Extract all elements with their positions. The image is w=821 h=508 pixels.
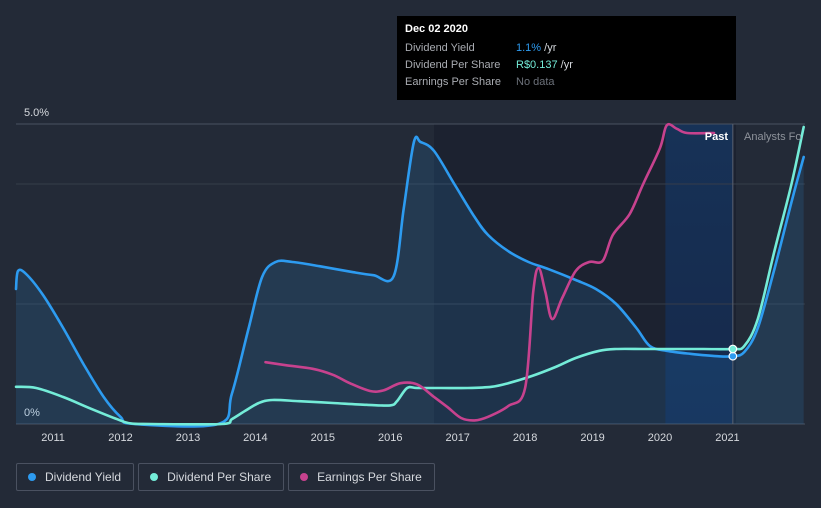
tooltip-row-dividend-yield: Dividend Yield 1.1% /yr — [405, 39, 728, 56]
tooltip-row-earnings-per-share: Earnings Per Share No data — [405, 73, 728, 90]
legend-dividend-yield[interactable]: Dividend Yield — [16, 463, 135, 491]
tooltip-number: R$0.137 — [516, 58, 558, 71]
tooltip-unit: /yr — [557, 58, 573, 71]
x-tick-label: 2011 — [41, 432, 65, 444]
tooltip-row-dividend-per-share: Dividend Per Share R$0.137 /yr — [405, 56, 728, 73]
forecast-label: Analysts Fo — [744, 131, 801, 143]
dividend-yield-marker[interactable] — [728, 351, 738, 361]
x-tick-label: 2019 — [580, 432, 604, 444]
x-tick-label: 2021 — [715, 432, 739, 444]
tooltip-label: Dividend Per Share — [405, 58, 501, 71]
legend: Dividend Yield Dividend Per Share Earnin… — [16, 463, 435, 491]
x-tick-label: 2012 — [108, 432, 132, 444]
legend-dot-icon — [28, 473, 36, 481]
dividend-per-share-marker[interactable] — [728, 344, 738, 354]
dividend-chart: 5.0% 0% Past Analysts Fo 2011 2012 2013 201… — [14, 107, 805, 444]
legend-dividend-per-share[interactable]: Dividend Per Share — [138, 463, 285, 491]
x-tick-label: 2017 — [445, 432, 469, 444]
legend-label: Dividend Per Share — [167, 470, 272, 484]
y-axis-bottom-label: 0% — [24, 407, 40, 419]
dividend-yield-area — [16, 136, 804, 427]
legend-dot-icon — [150, 473, 159, 481]
dividend-yield-line — [14, 135, 805, 428]
earnings-per-share-line — [264, 122, 716, 422]
legend-label: Earnings Per Share — [317, 470, 422, 484]
x-tick-label: 2016 — [378, 432, 402, 444]
tooltip-number: 1.1% — [516, 41, 542, 54]
tooltip-unit: /yr — [541, 41, 557, 54]
tooltip-no-data: No data — [516, 75, 555, 88]
tooltip-value: 1.1% /yr — [516, 42, 556, 54]
legend-dot-icon — [300, 473, 309, 481]
tooltip-label: Earnings Per Share — [405, 75, 501, 88]
x-tick-label: 2018 — [513, 432, 537, 444]
past-label: Past — [705, 131, 729, 143]
x-tick-label: 2014 — [243, 432, 267, 444]
legend-label: Dividend Yield — [45, 470, 122, 484]
x-tick-label: 2015 — [311, 432, 335, 444]
x-tick-label: 2013 — [176, 432, 200, 444]
dividend-per-share-line — [14, 125, 805, 426]
tooltip-date: Dec 02 2020 — [405, 23, 468, 35]
tooltip-value: R$0.137 /yr — [516, 59, 573, 71]
y-axis-top-label: 5.0% — [24, 107, 49, 119]
tooltip: Dec 02 2020 Dividend Yield 1.1% /yr Divi… — [397, 16, 736, 100]
x-tick-label: 2020 — [648, 432, 672, 444]
legend-earnings-per-share[interactable]: Earnings Per Share — [288, 463, 435, 491]
tooltip-label: Dividend Yield — [405, 41, 475, 54]
forecast-region-shade — [665, 124, 733, 424]
